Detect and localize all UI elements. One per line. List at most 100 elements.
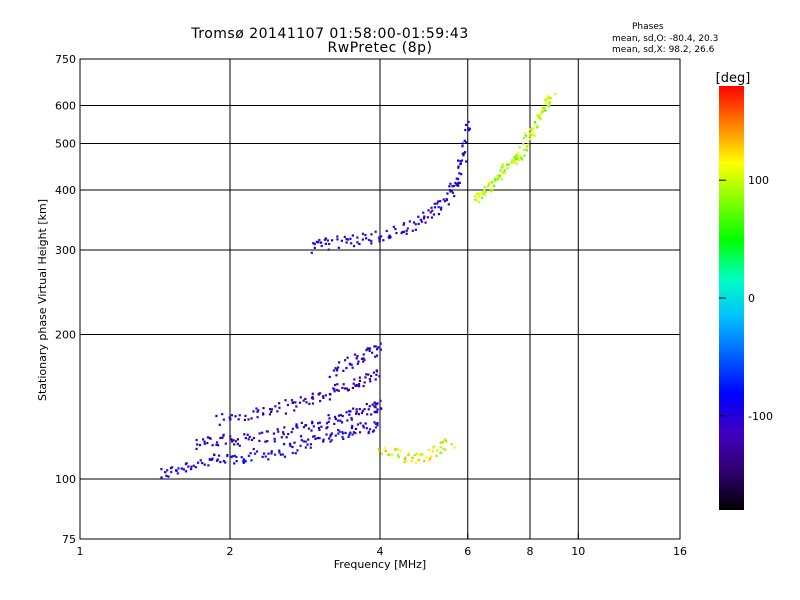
data-point: [236, 438, 239, 441]
data-point: [234, 415, 237, 418]
data-point: [282, 443, 286, 446]
data-point: [399, 449, 402, 452]
data-point: [177, 467, 180, 470]
data-point: [209, 437, 212, 440]
data-point: [307, 427, 310, 430]
data-point: [317, 392, 321, 395]
data-point: [195, 438, 198, 442]
data-point: [222, 459, 226, 463]
data-point: [363, 358, 366, 361]
data-point: [252, 447, 255, 451]
data-point: [373, 401, 376, 404]
data-point: [376, 402, 379, 405]
data-point: [215, 459, 219, 462]
data-point: [358, 431, 362, 434]
colorbar-tick-label: 0: [748, 292, 755, 305]
data-point: [451, 191, 455, 194]
data-point: [461, 145, 464, 148]
colorbar-label: [deg]: [716, 71, 751, 86]
data-point: [255, 407, 258, 410]
data-point: [337, 414, 341, 417]
data-point: [326, 426, 329, 429]
data-point: [327, 414, 330, 417]
data-point: [436, 202, 439, 205]
data-point: [383, 446, 387, 449]
data-point: [397, 456, 401, 459]
data-point: [368, 349, 371, 353]
data-point: [362, 360, 365, 363]
data-point: [339, 413, 342, 417]
data-point: [289, 444, 292, 447]
data-point: [351, 424, 354, 428]
data-point: [242, 460, 245, 463]
data-point: [487, 183, 491, 186]
data-point: [310, 429, 313, 432]
data-point: [462, 154, 465, 157]
data-point: [442, 198, 445, 201]
data-point: [365, 373, 368, 376]
data-point: [298, 401, 302, 404]
data-point: [334, 367, 337, 370]
data-point: [355, 357, 358, 360]
data-point: [343, 235, 346, 238]
data-point: [261, 412, 265, 415]
data-point: [417, 222, 420, 226]
data-point: [351, 366, 354, 369]
data-point: [384, 449, 387, 453]
data-point: [341, 386, 344, 389]
data-point: [419, 218, 422, 221]
data-point: [252, 410, 255, 413]
data-point: [190, 468, 193, 471]
data-point: [300, 421, 303, 424]
x-tick-label: 1: [77, 545, 84, 558]
data-point: [323, 238, 326, 241]
y-tick-label: 200: [55, 329, 76, 342]
data-point: [493, 178, 497, 181]
data-point: [278, 449, 281, 452]
data-point: [235, 460, 238, 463]
data-point: [452, 184, 455, 188]
data-point: [350, 426, 354, 430]
data-point: [270, 410, 273, 414]
data-point: [244, 414, 247, 417]
data-point: [199, 459, 202, 462]
data-point: [249, 452, 252, 455]
data-point: [464, 141, 468, 144]
data-points: [160, 93, 557, 479]
data-point: [318, 421, 321, 424]
data-point: [478, 201, 481, 204]
data-point: [270, 452, 273, 455]
data-point: [457, 165, 460, 168]
data-point: [368, 347, 372, 350]
data-point: [375, 354, 379, 357]
data-point: [277, 430, 280, 433]
data-point: [361, 409, 364, 412]
data-point: [324, 242, 327, 245]
data-point: [319, 241, 323, 244]
data-point: [461, 152, 464, 155]
data-point: [272, 432, 276, 435]
data-point: [233, 443, 236, 446]
data-point: [354, 432, 357, 435]
data-point: [374, 378, 377, 381]
data-point: [355, 410, 358, 413]
data-point: [480, 196, 484, 200]
data-point: [330, 432, 334, 435]
data-point: [458, 181, 461, 185]
data-point: [467, 129, 471, 132]
data-point: [437, 206, 440, 209]
data-point: [329, 435, 332, 438]
data-point: [328, 398, 331, 401]
data-point: [439, 446, 442, 449]
data-point: [544, 109, 547, 112]
data-point: [375, 369, 378, 372]
data-point: [445, 197, 448, 201]
data-point: [376, 424, 379, 427]
data-point: [291, 427, 295, 430]
data-point: [296, 426, 299, 429]
data-point: [458, 172, 461, 175]
data-point: [353, 378, 356, 381]
data-point: [459, 160, 462, 163]
data-point: [207, 464, 210, 467]
data-point: [528, 138, 532, 141]
